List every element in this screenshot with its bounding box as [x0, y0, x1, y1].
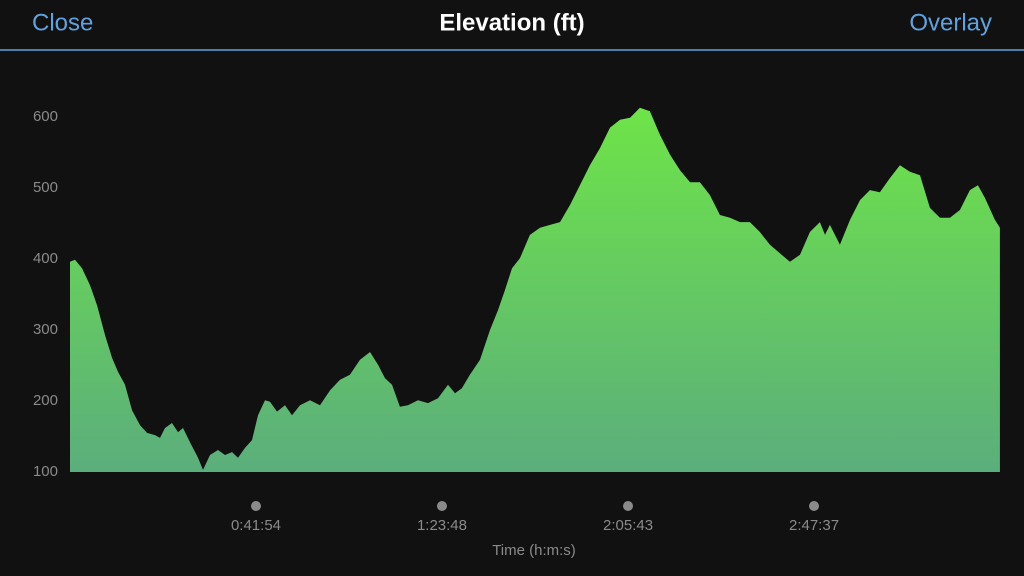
header-bar	[0, 0, 1024, 50]
screen-title: Elevation (ft)	[439, 9, 584, 36]
y-tick-label: 200	[33, 392, 58, 409]
x-tick-label: 1:23:48	[417, 517, 467, 534]
y-tick-label: 300	[33, 321, 58, 338]
x-axis-title: Time (h:m:s)	[492, 542, 576, 559]
x-tick-dot	[809, 501, 820, 511]
x-tick-label: 2:47:37	[789, 517, 839, 534]
x-tick-dot	[250, 501, 261, 511]
y-tick-label: 400	[33, 250, 58, 267]
x-tick-label: 2:05:43	[603, 517, 653, 534]
x-tick-dot	[436, 501, 447, 511]
y-tick-label: 600	[33, 108, 58, 125]
overlay-button[interactable]: Overlay	[909, 9, 992, 36]
y-tick-label: 500	[33, 179, 58, 196]
y-tick-label: 100	[33, 463, 58, 480]
close-button[interactable]: Close	[32, 9, 93, 36]
elevation-area	[70, 107, 1000, 473]
x-tick-label: 0:41:54	[231, 517, 281, 534]
x-tick-dot	[623, 501, 634, 511]
